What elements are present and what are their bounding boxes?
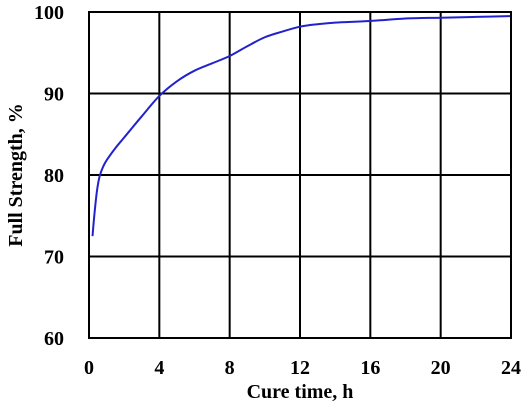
y-tick-label: 70 [44,247,64,269]
x-tick-label: 8 [225,357,235,379]
x-tick-labels: 0 4 8 12 16 20 24 [84,357,521,379]
x-tick-label: 12 [290,357,310,379]
y-tick-label: 80 [44,165,64,187]
y-tick-label: 90 [44,84,64,106]
y-tick-label: 60 [44,328,64,350]
x-tick-label: 16 [360,357,380,379]
x-tick-label: 24 [501,357,521,379]
y-tick-label: 100 [34,2,64,24]
plot-frame [88,11,512,339]
y-tick-labels: 60 70 80 90 100 [34,2,64,350]
x-axis-title: Cure time, h [247,381,354,403]
x-tick-label: 4 [154,357,164,379]
strength-curve-line [91,15,512,237]
grid-layer [89,12,511,338]
x-tick-label: 0 [84,357,94,379]
series-layer [91,15,512,237]
x-tick-label: 20 [431,357,451,379]
y-axis-title: Full Strength, % [5,103,27,247]
